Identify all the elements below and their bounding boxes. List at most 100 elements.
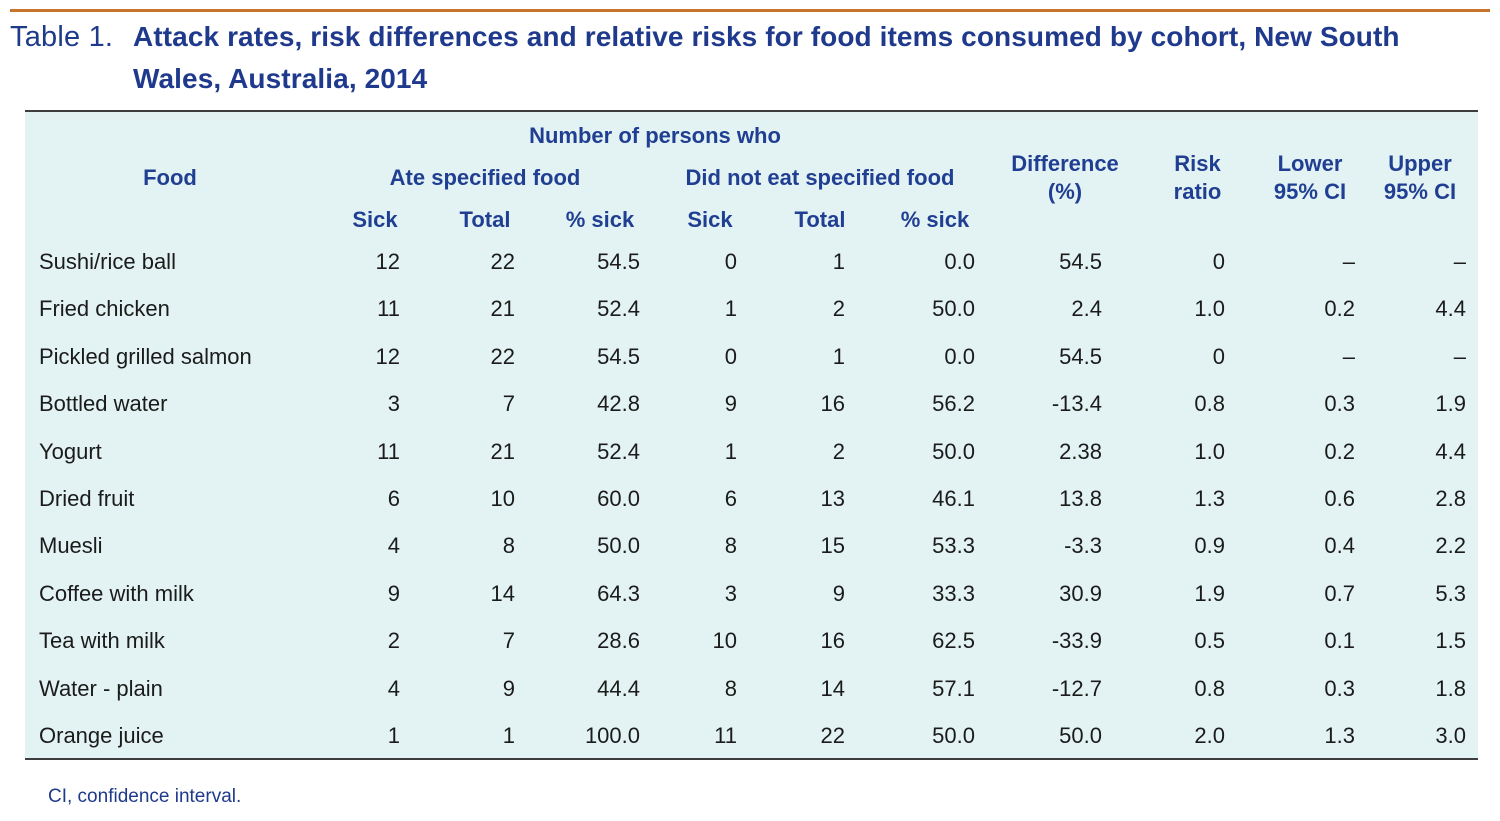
cell-not-sick: 6 xyxy=(724,486,737,511)
cell-risk-ratio: 0 xyxy=(1212,249,1225,274)
cell-food: Bottled water xyxy=(39,391,168,417)
cell-not-sick: 11 xyxy=(714,723,737,748)
cell-upper-ci: 2.8 xyxy=(1435,486,1466,511)
cell-risk-ratio: 0.9 xyxy=(1194,533,1225,559)
cell-not-pct: 0.0 xyxy=(944,343,975,369)
cell-upper-ci: 1.5 xyxy=(1435,628,1466,654)
cell-ate-total: 14 xyxy=(490,580,515,606)
cell-difference: 54.5 xyxy=(1059,343,1102,369)
cell-not-sick: 1 xyxy=(724,438,737,464)
cell-ate-sick: 11 xyxy=(377,296,400,322)
header-lower-1: Lower xyxy=(1277,151,1343,176)
cell-not-pct: 57.1 xyxy=(932,675,975,701)
cell-risk-ratio: 2.0 xyxy=(1194,723,1225,748)
cell-ate-total: 9 xyxy=(502,675,515,701)
cell-not-sick: 10 xyxy=(712,628,737,654)
header-not-pct: % sick xyxy=(900,207,970,232)
data-table: Food Number of persons who Ate specified… xyxy=(25,110,1478,760)
cell-ate-sick: 1 xyxy=(387,723,400,748)
header-risk-ratio-2: ratio xyxy=(1173,179,1222,204)
cell-difference: 50.0 xyxy=(1059,723,1102,748)
cell-not-total: 13 xyxy=(820,486,845,511)
cell-not-total: 2 xyxy=(832,296,845,322)
header-did-not-eat: Did not eat specified food xyxy=(685,165,955,190)
cell-not-sick: 0 xyxy=(724,343,737,369)
cell-risk-ratio: 1.3 xyxy=(1194,486,1225,511)
cell-risk-ratio: 1.0 xyxy=(1194,296,1225,322)
cell-difference: -12.7 xyxy=(1051,675,1102,701)
cell-food: Orange juice xyxy=(39,723,164,748)
cell-ate-pct: 64.3 xyxy=(597,580,640,606)
cell-food: Sushi/rice ball xyxy=(39,249,176,274)
cell-not-total: 2 xyxy=(832,438,845,464)
header-food: Food xyxy=(143,165,197,190)
cell-ate-sick: 6 xyxy=(387,486,400,511)
cell-ate-total: 1 xyxy=(502,723,515,748)
header-ate: Ate specified food xyxy=(389,165,581,190)
cell-risk-ratio: 0.8 xyxy=(1194,675,1225,701)
cell-upper-ci: 2.2 xyxy=(1435,533,1466,559)
cell-lower-ci: 0.3 xyxy=(1324,391,1355,417)
cell-upper-ci: 3.0 xyxy=(1435,723,1466,748)
cell-risk-ratio: 0 xyxy=(1212,343,1225,369)
cell-ate-pct: 28.6 xyxy=(597,628,640,654)
cell-not-sick: 0 xyxy=(724,249,737,274)
cell-not-total: 1 xyxy=(832,249,845,274)
cell-not-sick: 9 xyxy=(724,391,737,417)
cell-not-pct: 62.5 xyxy=(932,628,975,654)
cell-not-total: 16 xyxy=(820,391,845,417)
header-upper-2: 95% CI xyxy=(1383,179,1457,204)
cell-lower-ci: 0.2 xyxy=(1324,438,1355,464)
cell-not-sick: 3 xyxy=(724,580,737,606)
cell-lower-ci: 0.1 xyxy=(1324,628,1355,654)
cell-risk-ratio: 1.9 xyxy=(1194,580,1225,606)
cell-ate-total: 21 xyxy=(490,296,515,322)
cell-risk-ratio: 0.8 xyxy=(1194,391,1225,417)
header-not-sick: Sick xyxy=(687,207,733,232)
cell-difference: 30.9 xyxy=(1059,580,1102,606)
header-not-total: Total xyxy=(794,207,846,232)
cell-food: Water - plain xyxy=(39,675,163,701)
header-difference-2: (%) xyxy=(1047,179,1083,204)
cell-ate-pct: 54.5 xyxy=(597,249,640,274)
cell-ate-sick: 12 xyxy=(375,343,400,369)
header-difference-1: Difference xyxy=(1011,151,1119,176)
cell-ate-pct: 44.4 xyxy=(597,675,640,701)
cell-not-sick: 8 xyxy=(724,533,737,559)
cell-ate-sick: 4 xyxy=(387,675,400,701)
header-group: Number of persons who xyxy=(529,123,781,148)
cell-not-pct: 50.0 xyxy=(932,723,975,748)
cell-food: Pickled grilled salmon xyxy=(39,343,252,369)
cell-not-total: 15 xyxy=(820,533,845,559)
cell-lower-ci: 0.7 xyxy=(1324,580,1355,606)
cell-upper-ci: – xyxy=(1453,343,1466,369)
cell-ate-sick: 4 xyxy=(387,533,400,559)
cell-not-total: 14 xyxy=(820,675,845,701)
cell-not-total: 16 xyxy=(820,628,845,654)
cell-not-pct: 0.0 xyxy=(944,249,975,274)
cell-lower-ci: 0.3 xyxy=(1324,675,1355,701)
cell-food: Coffee with milk xyxy=(39,580,194,606)
cell-lower-ci: 0.6 xyxy=(1324,486,1355,511)
header-ate-sick: Sick xyxy=(352,207,398,232)
cell-upper-ci: 5.3 xyxy=(1435,580,1466,606)
cell-lower-ci: – xyxy=(1342,249,1355,274)
cell-difference: -3.3 xyxy=(1064,533,1102,559)
cell-not-sick: 1 xyxy=(724,296,737,322)
cell-upper-ci: – xyxy=(1453,249,1466,274)
cell-ate-sick: 9 xyxy=(387,580,400,606)
cell-ate-total: 8 xyxy=(502,533,515,559)
header-ate-pct: % sick xyxy=(565,207,635,232)
cell-not-sick: 8 xyxy=(724,675,737,701)
header-lower-2: 95% CI xyxy=(1273,179,1347,204)
cell-ate-pct: 52.4 xyxy=(597,296,640,322)
cell-not-pct: 53.3 xyxy=(932,533,975,559)
header-ate-total: Total xyxy=(459,207,511,232)
cell-difference: 2.4 xyxy=(1071,296,1102,322)
cell-food: Dried fruit xyxy=(39,486,135,511)
cell-not-total: 1 xyxy=(832,343,845,369)
cell-lower-ci: 0.2 xyxy=(1324,296,1355,322)
cell-ate-total: 22 xyxy=(490,249,515,274)
table-number: Table 1. xyxy=(10,21,114,53)
cell-not-pct: 56.2 xyxy=(932,391,975,417)
